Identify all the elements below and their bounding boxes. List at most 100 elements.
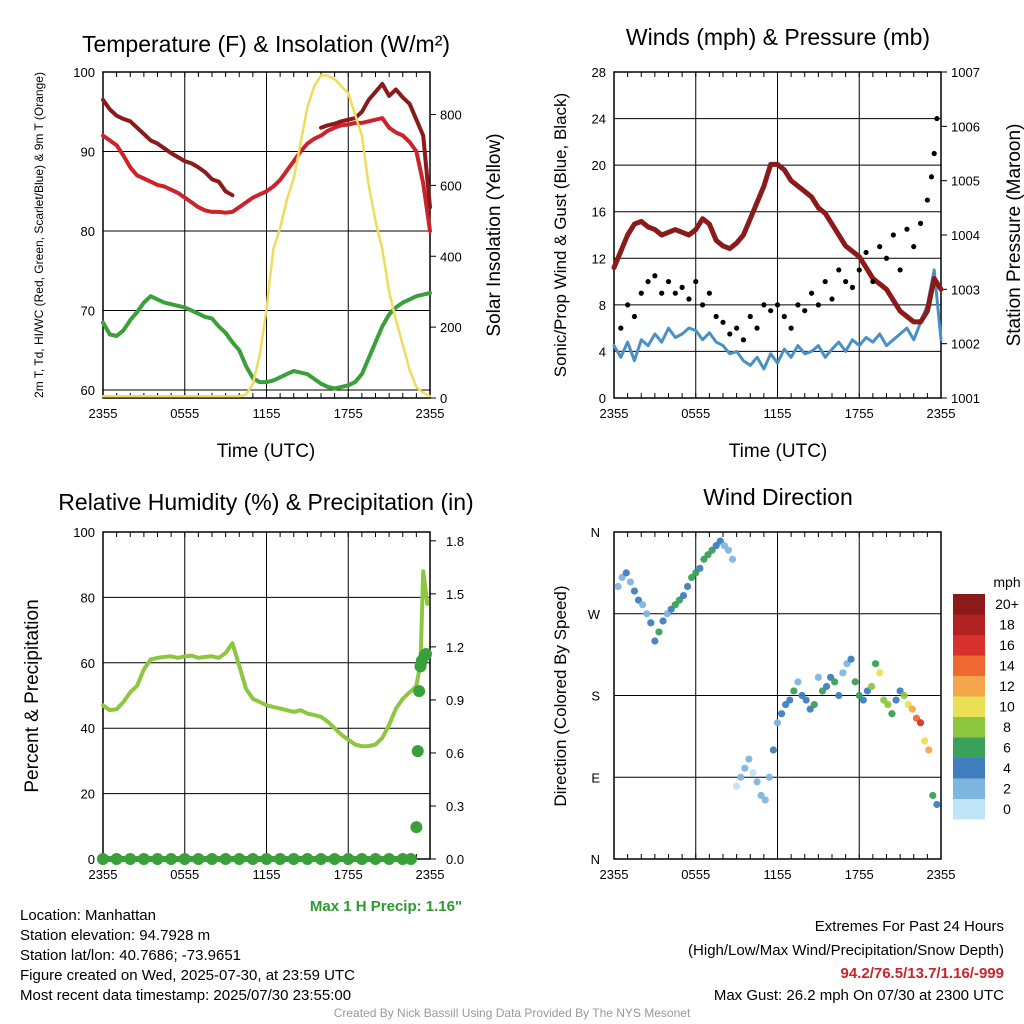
y-right-tick-label: 1002: [951, 337, 980, 352]
precip-point: [246, 853, 259, 865]
y-tick-label: 40: [81, 721, 95, 736]
direction-point: [769, 746, 778, 754]
temp-series-line: [101, 74, 432, 398]
x-tick-label: 1755: [334, 867, 363, 882]
gust-point: [713, 313, 719, 320]
direction-point: [794, 678, 802, 686]
x-tick-label: 1155: [764, 406, 792, 421]
x-tick-label: 1755: [334, 406, 363, 421]
gust-point: [911, 244, 917, 250]
direction-point: [733, 782, 741, 790]
y-right-tick-label: 200: [440, 320, 462, 335]
gust-point: [822, 278, 828, 285]
direction-point: [786, 696, 794, 704]
gust-point: [652, 273, 658, 279]
gust-point: [843, 278, 849, 285]
direction-point: [696, 564, 704, 572]
direction-point: [933, 800, 941, 809]
y-axis-label: Percent & Precipitation: [22, 599, 43, 792]
precip-point: [315, 853, 327, 865]
x-tick-label: 0555: [170, 406, 199, 421]
gust-point: [631, 313, 638, 320]
gust-point: [720, 319, 726, 325]
legend-label: 0: [1003, 801, 1011, 817]
precip-point: [137, 853, 150, 865]
y-right-axis-label: Solar Insolation (Yellow): [484, 133, 505, 336]
x-tick-label: 2355: [600, 867, 629, 882]
y-tick-label: 20: [592, 158, 606, 173]
direction-point: [728, 555, 737, 563]
y-axis-label: Direction (Colored By Speed): [551, 585, 570, 806]
gust-point: [883, 255, 890, 261]
direction-point: [626, 578, 634, 586]
y-tick-label: 100: [73, 525, 95, 540]
y-tick-label: 80: [81, 224, 95, 239]
x-axis-label: Time (UTC): [729, 441, 828, 462]
info-location: Location: Manhattan: [20, 907, 156, 924]
legend-label: 8: [1003, 719, 1011, 735]
legend-swatch: [953, 655, 985, 676]
precip-point: [192, 853, 205, 865]
x-tick-label: 2355: [89, 867, 118, 882]
precip-point: [233, 853, 246, 865]
y-right-tick-label: 600: [440, 178, 462, 193]
direction-point: [847, 655, 855, 663]
direction-point: [614, 582, 622, 591]
y-right-tick-label: 1001: [951, 391, 980, 406]
legend-label: 12: [999, 678, 1015, 694]
chart-title: Wind Direction: [703, 484, 853, 510]
legend-swatch: [953, 737, 985, 758]
legend-label: 20+: [995, 596, 1019, 612]
gust-point: [699, 302, 706, 308]
direction-point: [929, 791, 937, 800]
precip-point: [206, 853, 218, 865]
gust-point: [740, 337, 747, 343]
direction-point: [765, 773, 773, 781]
y-tick-label: 100: [73, 65, 95, 80]
y-tick-label: 70: [81, 304, 95, 319]
y-right-tick-label: 0.0: [446, 852, 464, 867]
precip-point: [301, 853, 314, 865]
direction-point: [814, 673, 822, 681]
gust-point: [788, 325, 794, 331]
extremes-gust: Max Gust: 26.2 mph On 07/30 at 2300 UTC: [713, 987, 1004, 1004]
gust-point: [829, 296, 835, 302]
direction-point: [777, 710, 786, 718]
y-right-tick-label: 1003: [951, 282, 980, 297]
direction-point: [745, 755, 753, 763]
precip-point: [178, 853, 191, 865]
direction-point: [639, 601, 647, 609]
max-precip-note: Max 1 H Precip: 1.16": [310, 898, 462, 915]
gust-point: [849, 284, 856, 290]
gust-point: [618, 325, 624, 331]
direction-point: [867, 682, 876, 691]
legend-swatch: [953, 635, 985, 656]
legend-label: 6: [1003, 740, 1011, 756]
info-created: Figure created on Wed, 2025-07-30, at 23…: [20, 967, 355, 984]
direction-point: [741, 764, 749, 772]
y-tick-label: 0: [599, 391, 606, 406]
x-tick-label: 2355: [927, 406, 956, 421]
direction-point: [851, 678, 859, 686]
direction-point: [859, 696, 867, 704]
y-right-tick-label: 800: [440, 108, 462, 123]
legend-label: 14: [999, 658, 1015, 674]
precip-point: [420, 647, 432, 660]
direction-point: [888, 710, 896, 718]
x-tick-label: 2355: [416, 406, 445, 421]
y-right-tick-label: 1004: [951, 228, 980, 243]
direction-point: [916, 719, 925, 727]
precip-point: [404, 853, 417, 865]
y-axis-label: 2m T, Td, HI/WC (Red, Green, Scarlet/Blu…: [32, 72, 46, 398]
legend-title: mph: [993, 574, 1020, 590]
y-right-tick-label: 1005: [951, 174, 980, 189]
precip-point: [383, 853, 396, 865]
y-tick-label: 80: [81, 590, 95, 605]
legend-swatch: [953, 778, 985, 799]
direction-point: [679, 591, 688, 600]
y-tick-label: 90: [81, 145, 95, 160]
chart-title: Winds (mph) & Pressure (mb): [626, 24, 930, 50]
legend-label: 2: [1003, 781, 1011, 797]
chart-title: Temperature (F) & Insolation (W/m²): [82, 31, 450, 57]
